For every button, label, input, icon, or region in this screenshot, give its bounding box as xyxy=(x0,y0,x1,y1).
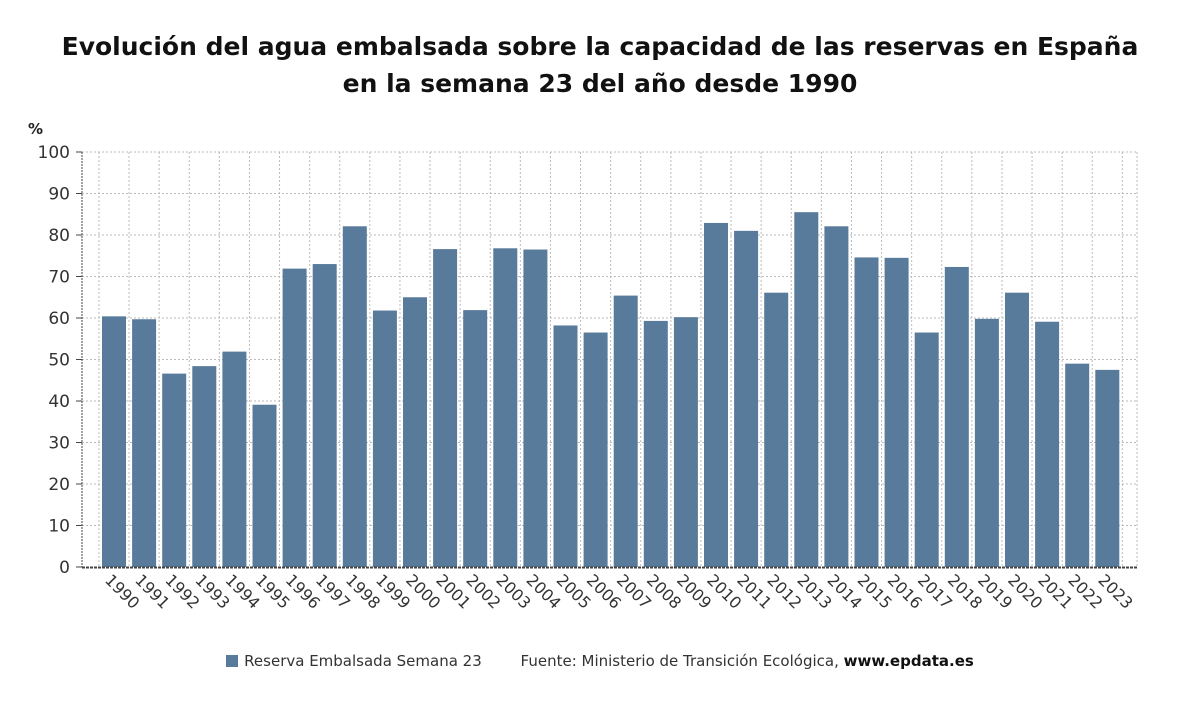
y-tick-label: 60 xyxy=(48,309,70,329)
chart-title: Evolución del agua embalsada sobre la ca… xyxy=(61,32,1139,98)
y-tick-labels: 0 10 20 30 40 50 60 70 80 90 100 xyxy=(38,143,70,578)
bar-2009 xyxy=(673,317,698,567)
bar-1997 xyxy=(312,264,337,567)
legend-series-label: Reserva Embalsada Semana 23 xyxy=(244,652,482,670)
bar-chart: 0 10 20 30 40 50 60 70 80 90 100 19901991199219931… xyxy=(38,143,1138,613)
y-tick-label: 70 xyxy=(48,268,70,288)
y-tick-label: 50 xyxy=(48,351,70,371)
bar-1990 xyxy=(102,316,126,567)
bar-2012 xyxy=(764,292,789,567)
bar-2000 xyxy=(403,297,427,567)
bar-2003 xyxy=(493,248,518,567)
y-tick-label: 90 xyxy=(48,185,70,205)
bar-2013 xyxy=(794,212,819,568)
axes xyxy=(76,151,1137,569)
bar-1995 xyxy=(252,404,277,567)
bar-2005 xyxy=(553,325,578,567)
bar-2011 xyxy=(734,230,759,567)
bar-1994 xyxy=(222,351,247,567)
bar-1992 xyxy=(162,373,187,567)
bar-2023 xyxy=(1095,369,1120,567)
y-tick-label: 100 xyxy=(38,143,70,163)
y-tick-label: 40 xyxy=(48,392,70,412)
source-link[interactable]: www.epdata.es xyxy=(843,652,974,670)
bar-2022 xyxy=(1065,363,1090,567)
x-tick-labels: 1990199119921993199419951996199719981999… xyxy=(101,570,1137,612)
legend: Reserva Embalsada Semana 23 Fuente: Mini… xyxy=(0,652,1200,670)
bar-2008 xyxy=(643,320,668,567)
y-tick-label: 80 xyxy=(48,226,70,246)
gridlines xyxy=(82,151,1138,567)
bar-2021 xyxy=(1035,321,1060,567)
y-tick-label: 30 xyxy=(48,434,70,454)
bar-2016 xyxy=(884,257,909,567)
bar-2020 xyxy=(1005,292,1029,567)
bar-2007 xyxy=(613,295,638,567)
legend-swatch xyxy=(226,655,239,667)
bar-1999 xyxy=(372,310,397,567)
y-axis-unit-label: % xyxy=(28,120,44,138)
bar-2017 xyxy=(914,332,939,567)
y-tick-label: 10 xyxy=(48,517,70,537)
bar-2014 xyxy=(824,226,849,567)
bar-1991 xyxy=(132,319,157,567)
bar-2002 xyxy=(463,310,488,567)
bar-2010 xyxy=(704,222,728,567)
bar-2019 xyxy=(974,318,999,567)
source-prefix: Fuente: Ministerio de Transición Ecológi… xyxy=(520,652,844,670)
bar-2018 xyxy=(944,266,969,567)
bar-2006 xyxy=(583,332,608,567)
bar-2001 xyxy=(433,249,458,568)
bar-1998 xyxy=(342,226,367,567)
y-tick-label: 0 xyxy=(59,558,70,578)
bar-1996 xyxy=(282,268,307,567)
x-tick-label: 2023 xyxy=(1094,570,1136,612)
bar-2015 xyxy=(854,257,879,567)
bar-1993 xyxy=(192,366,217,567)
source-text: Fuente: Ministerio de Transición Ecológi… xyxy=(521,652,974,670)
bars xyxy=(102,212,1120,568)
bar-2004 xyxy=(523,249,548,567)
legend-item: Reserva Embalsada Semana 23 xyxy=(226,652,482,670)
y-tick-label: 20 xyxy=(48,475,70,495)
